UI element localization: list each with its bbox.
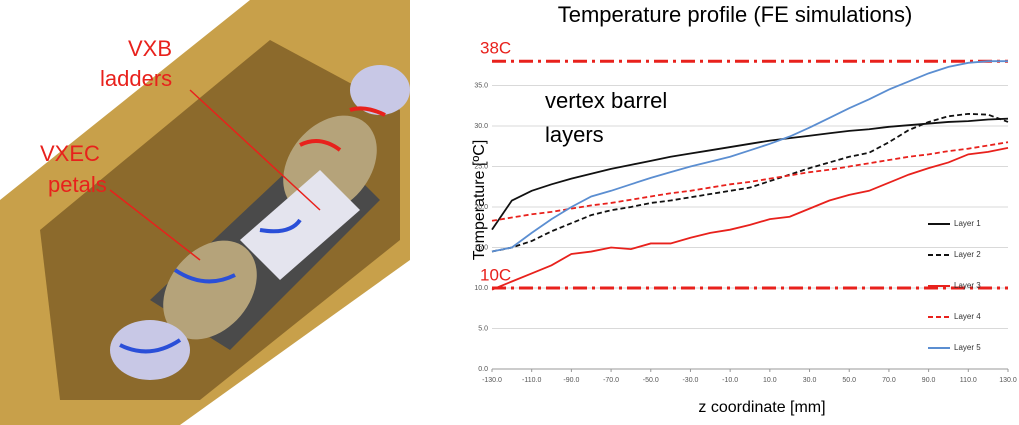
x-tick-label: 50.0 <box>842 377 856 384</box>
y-tick-label: 20.0 <box>474 204 488 211</box>
illustration: VXB ladders VXEC petals <box>0 0 410 425</box>
legend-label: Layer 5 <box>954 343 981 352</box>
y-tick-label: 15.0 <box>474 244 488 251</box>
slide: VXB ladders VXEC petals Temperature prof… <box>0 0 1019 425</box>
reference-label: 10C <box>480 265 511 284</box>
x-tick-label: 90.0 <box>922 377 936 384</box>
x-tick-label: -110.0 <box>522 377 541 384</box>
legend-label: Layer 1 <box>954 219 981 228</box>
x-tick-label: -130.0 <box>482 377 502 384</box>
legend-label: Layer 2 <box>954 250 981 259</box>
y-tick-label: 25.0 <box>474 163 488 170</box>
illustration-label: ladders <box>100 66 172 91</box>
illustration-label: VXEC <box>40 141 100 166</box>
y-axis-label: Temperature [ºC] <box>471 140 488 261</box>
x-tick-label: -10.0 <box>722 377 738 384</box>
y-tick-label: 35.0 <box>474 82 488 89</box>
series-line <box>492 148 1008 290</box>
x-tick-label: -50.0 <box>643 377 659 384</box>
x-tick-label: -30.0 <box>682 377 698 384</box>
x-tick-label: 130.0 <box>999 377 1017 384</box>
x-tick-label: -90.0 <box>563 377 579 384</box>
legend-label: Layer 4 <box>954 312 981 321</box>
legend-label: Layer 3 <box>954 281 981 290</box>
x-axis-label: z coordinate [mm] <box>698 399 825 416</box>
reference-label: 38C <box>480 39 511 58</box>
illustration-label: VXB <box>128 36 172 61</box>
y-tick-label: 30.0 <box>474 123 488 130</box>
chart-title: Temperature profile (FE simulations) <box>558 2 913 27</box>
x-tick-label: 70.0 <box>882 377 896 384</box>
y-tick-label: 0.0 <box>478 366 488 373</box>
x-tick-label: 10.0 <box>763 377 777 384</box>
x-tick-label: 30.0 <box>803 377 817 384</box>
x-tick-label: -70.0 <box>603 377 619 384</box>
annotation: vertex barrel <box>545 88 667 113</box>
y-tick-label: 5.0 <box>478 325 488 332</box>
x-tick-label: 110.0 <box>960 377 977 384</box>
illustration-label: petals <box>48 172 107 197</box>
y-tick-label: 10.0 <box>474 285 488 292</box>
